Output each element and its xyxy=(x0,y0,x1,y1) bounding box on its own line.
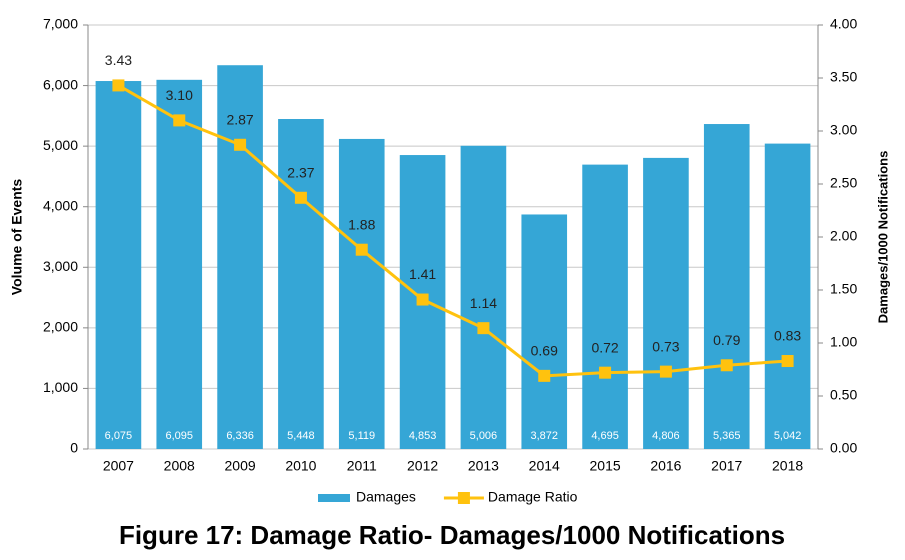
line-value-label: 0.83 xyxy=(774,328,801,344)
bar-value-label: 4,853 xyxy=(409,430,437,442)
line-marker xyxy=(599,366,612,379)
legend-swatch xyxy=(318,494,350,502)
line-value-label: 3.10 xyxy=(166,87,193,103)
y-tick-label: 4,000 xyxy=(43,197,78,213)
y-tick-label: 6,000 xyxy=(43,76,78,92)
line-value-label: 0.69 xyxy=(531,343,558,359)
y2-tick-label: 0.00 xyxy=(830,440,857,456)
bar-value-label: 4,695 xyxy=(591,430,619,442)
line-value-label: 3.43 xyxy=(105,52,132,68)
line-marker xyxy=(781,355,794,368)
line-marker xyxy=(294,191,307,204)
bar xyxy=(156,79,203,450)
x-tick-label: 2011 xyxy=(347,458,377,474)
bar xyxy=(217,65,263,450)
x-tick-label: 2015 xyxy=(590,458,621,474)
line-marker xyxy=(355,243,368,256)
line-marker xyxy=(720,359,733,372)
line xyxy=(117,84,788,378)
y2-tick-label: 4.00 xyxy=(830,16,857,32)
bar-value-label: 3,872 xyxy=(530,430,558,442)
bar xyxy=(521,214,568,449)
chart-title: Figure 17: Damage Ratio- Damages/1000 No… xyxy=(119,520,785,550)
bar-value-label: 6,095 xyxy=(165,430,193,442)
y2-tick-label: 3.00 xyxy=(830,122,857,138)
line-marker xyxy=(173,114,186,127)
bar-value-label: 5,119 xyxy=(348,430,375,442)
y2-axis-label: Damages/1000 Notifications xyxy=(875,151,890,324)
legend-label: Damage Ratio xyxy=(488,489,578,505)
y-tick-label: 5,000 xyxy=(43,137,78,153)
x-tick-label: 2009 xyxy=(225,458,256,474)
line-value-label: 2.87 xyxy=(226,111,253,127)
bar-value-label: 6,075 xyxy=(105,430,133,442)
line-value-label: 0.73 xyxy=(652,338,679,354)
y-tick-label: 7,000 xyxy=(43,16,78,32)
bar xyxy=(278,119,324,449)
bar xyxy=(460,145,507,450)
y-tick-label: 0 xyxy=(70,440,78,456)
y2-tick-label: 1.50 xyxy=(830,281,857,297)
bar-value-label: 5,042 xyxy=(774,430,802,442)
line-marker xyxy=(416,293,429,306)
x-tick-label: 2016 xyxy=(650,458,681,474)
line-marker xyxy=(659,365,672,378)
legend-swatch xyxy=(457,492,470,504)
bar-value-label: 5,365 xyxy=(713,430,741,442)
x-tick-label: 2018 xyxy=(772,458,803,474)
x-tick-label: 2012 xyxy=(407,458,438,474)
y-tick-label: 3,000 xyxy=(43,258,78,274)
bar xyxy=(582,164,628,450)
x-tick-label: 2014 xyxy=(529,458,560,474)
bar xyxy=(643,157,689,449)
y-tick-label: 1,000 xyxy=(43,379,78,395)
line-value-label: 2.37 xyxy=(287,164,314,180)
line-value-label: 0.79 xyxy=(713,332,740,348)
line-marker xyxy=(234,138,247,151)
y2-tick-label: 1.00 xyxy=(830,334,857,350)
bar xyxy=(338,138,385,449)
y-tick-label: 2,000 xyxy=(43,319,78,335)
bar-value-label: 6,336 xyxy=(226,430,254,442)
y2-tick-label: 3.50 xyxy=(830,69,857,85)
x-tick-label: 2008 xyxy=(164,458,195,474)
line-marker xyxy=(477,322,490,335)
x-tick-label: 2017 xyxy=(711,458,742,474)
legend-label: Damages xyxy=(356,489,416,505)
line-value-label: 1.41 xyxy=(409,266,436,282)
y2-tick-label: 2.00 xyxy=(830,228,857,244)
x-tick-label: 2007 xyxy=(103,458,134,474)
line-marker xyxy=(112,79,125,92)
y2-tick-label: 0.50 xyxy=(830,387,857,403)
line-value-label: 1.14 xyxy=(470,295,497,311)
y-axis-label: Volume of Events xyxy=(9,179,25,296)
line-value-label: 0.72 xyxy=(591,339,618,355)
bar-value-label: 4,806 xyxy=(652,430,680,442)
line-marker xyxy=(538,369,551,382)
x-tick-label: 2013 xyxy=(468,458,499,474)
line-value-label: 1.88 xyxy=(348,216,375,232)
y2-tick-label: 2.50 xyxy=(830,175,857,191)
bar xyxy=(703,124,750,449)
bar xyxy=(95,81,142,450)
bar-value-label: 5,448 xyxy=(287,430,315,442)
bar-value-label: 5,006 xyxy=(470,430,498,442)
x-tick-label: 2010 xyxy=(285,458,316,474)
bar xyxy=(764,143,811,449)
